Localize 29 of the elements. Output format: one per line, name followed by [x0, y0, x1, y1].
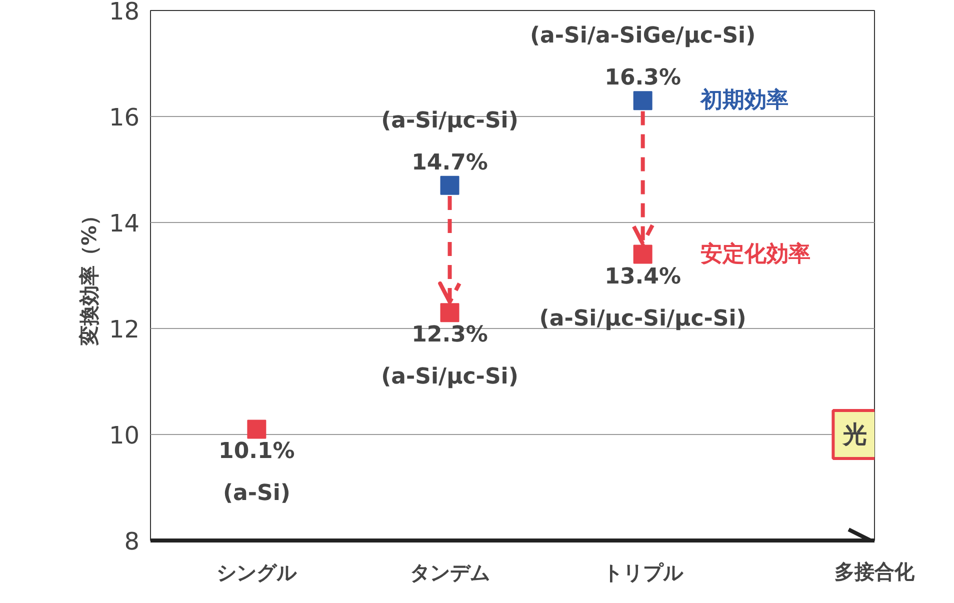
x-tick-label: タンデム	[410, 560, 490, 584]
annotation: (a-Si/μc-Si)	[381, 108, 518, 134]
text: 安定化効率	[700, 240, 811, 267]
y-tick-label: 8	[124, 528, 140, 556]
x-tick-label: トリプル	[602, 560, 684, 584]
annotation: (a-Si/μc-Si/μc-Si)	[539, 306, 746, 332]
annotation: (a-Si)	[222, 481, 290, 506]
y-tick-label: 14	[108, 210, 140, 238]
x-axis-title: 多接合化	[834, 560, 916, 584]
y-tick-label: 12	[108, 316, 140, 344]
data-label: 10.1%	[218, 439, 295, 464]
point	[440, 303, 460, 322]
point	[247, 420, 266, 439]
y-axis-title: 変換効率（%）	[76, 205, 101, 347]
data-label: 16.3%	[604, 66, 681, 91]
point	[633, 244, 652, 264]
data-label: 14.7%	[412, 150, 488, 176]
annotation: 光	[842, 420, 868, 448]
x-tick-label: シングル	[216, 560, 298, 584]
y-tick-label: 16	[108, 104, 140, 132]
point	[440, 176, 460, 195]
data-label: 12.3%	[412, 322, 488, 348]
annotation: (a-Si/a-SiGe/μc-Si)	[530, 24, 756, 49]
annotation: (a-Si/μc-Si)	[381, 364, 518, 390]
y-tick-label: 18	[108, 0, 140, 26]
text: 初期効率	[700, 87, 789, 114]
y-tick-label: 10	[108, 422, 140, 450]
data-label: 13.4%	[604, 264, 681, 290]
point	[633, 91, 652, 110]
